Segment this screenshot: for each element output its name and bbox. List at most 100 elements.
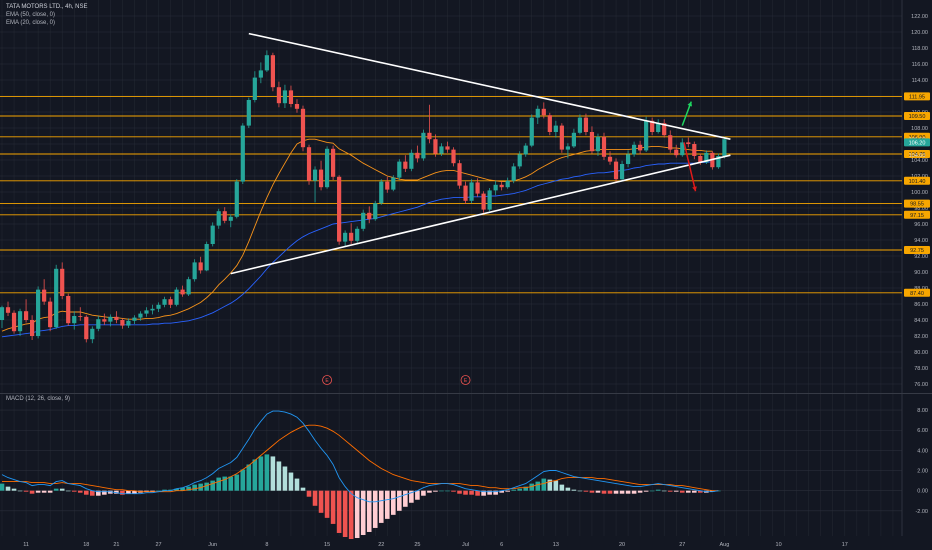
candle-body[interactable] (204, 244, 209, 271)
candle-body[interactable] (138, 313, 143, 318)
candle-body[interactable] (282, 90, 288, 104)
candle-body[interactable] (78, 316, 83, 317)
candle-body[interactable] (288, 90, 294, 104)
candle-body[interactable] (457, 163, 462, 186)
candle-body[interactable] (23, 311, 29, 320)
candle-body[interactable] (613, 161, 619, 180)
symbol-title[interactable]: TATA MOTORS LTD., 4h, NSE (6, 4, 88, 10)
candle-body[interactable] (481, 193, 486, 210)
arrow-up-head[interactable] (687, 101, 692, 107)
candle-body[interactable] (451, 149, 456, 164)
candle-body[interactable] (349, 232, 354, 241)
candle-body[interactable] (17, 311, 23, 332)
candle-body[interactable] (644, 120, 649, 151)
candle-body[interactable] (216, 211, 221, 226)
candle-body[interactable] (192, 262, 197, 280)
candle-body[interactable] (668, 135, 673, 150)
current-price-tag[interactable] (904, 138, 930, 147)
candle-body[interactable] (415, 152, 420, 159)
candle-body[interactable] (96, 319, 101, 329)
candle-body[interactable] (5, 307, 11, 313)
candle-body[interactable] (120, 320, 125, 326)
candle-body[interactable] (355, 228, 360, 241)
candle-body[interactable] (306, 147, 312, 181)
candle-body[interactable] (409, 152, 414, 169)
macd-line[interactable] (1, 410, 719, 503)
signal-line[interactable] (2, 424, 719, 493)
candle-body[interactable] (0, 307, 5, 320)
candle-body[interactable] (30, 320, 35, 336)
candle-body[interactable] (541, 108, 546, 116)
candle-body[interactable] (553, 125, 558, 132)
level-price-tag[interactable] (904, 199, 930, 208)
candle-body[interactable] (300, 108, 306, 148)
candle-body[interactable] (559, 125, 564, 150)
candle-body[interactable] (445, 146, 450, 150)
candle-body[interactable] (258, 70, 263, 78)
candle-body[interactable] (505, 180, 510, 188)
level-price-tag[interactable] (904, 246, 930, 254)
candle-body[interactable] (577, 117, 583, 133)
candle-body[interactable] (84, 316, 89, 340)
candle-body[interactable] (686, 142, 691, 144)
candle-body[interactable] (499, 184, 504, 188)
macd-legend[interactable]: MACD (12, 26, close, 9) (6, 396, 71, 402)
level-price-tag[interactable] (904, 288, 930, 297)
candle-body[interactable] (367, 212, 372, 220)
candle-body[interactable] (487, 190, 492, 210)
candle-body[interactable] (318, 169, 324, 188)
candle-body[interactable] (60, 268, 65, 296)
candle-body[interactable] (11, 312, 17, 332)
candle-body[interactable] (523, 145, 528, 155)
direction-arrows[interactable] (681, 101, 697, 192)
candle-body[interactable] (493, 184, 498, 191)
arrow-down-head[interactable] (692, 186, 697, 192)
candle-body[interactable] (674, 149, 679, 156)
candle-body[interactable] (469, 182, 474, 201)
candle-body[interactable] (619, 164, 625, 180)
candle-body[interactable] (186, 279, 191, 295)
candle-body[interactable] (276, 87, 282, 104)
candle-body[interactable] (252, 77, 257, 100)
candle-body[interactable] (198, 262, 203, 271)
candle-body[interactable] (662, 123, 667, 136)
candle-body[interactable] (114, 316, 119, 320)
candle-body[interactable] (210, 225, 215, 244)
candle-body[interactable] (150, 308, 155, 311)
candle-body[interactable] (48, 301, 53, 328)
candle-body[interactable] (168, 299, 173, 305)
candle-body[interactable] (511, 166, 516, 181)
triangle-trendline[interactable] (248, 32, 731, 140)
candle-body[interactable] (312, 169, 318, 181)
candle-body[interactable] (174, 289, 179, 305)
candle-body[interactable] (234, 181, 239, 217)
arrow-down-shaft[interactable] (683, 142, 697, 192)
candle-body[interactable] (361, 212, 366, 229)
candlesticks[interactable] (0, 50, 727, 344)
candle-body[interactable] (324, 148, 330, 188)
candle-body[interactable] (102, 319, 107, 322)
candle-body[interactable] (331, 148, 336, 177)
candle-body[interactable] (571, 132, 576, 147)
level-price-tag[interactable] (904, 112, 930, 120)
candle-body[interactable] (475, 182, 480, 194)
candle-body[interactable] (72, 316, 77, 324)
candle-body[interactable] (547, 115, 552, 132)
candle-body[interactable] (625, 154, 631, 164)
candle-body[interactable] (132, 317, 137, 321)
candle-body[interactable] (403, 161, 408, 169)
candle-body[interactable] (463, 185, 468, 201)
trendlines[interactable] (230, 32, 731, 275)
horizontal-levels[interactable] (0, 95, 902, 294)
candle-body[interactable] (385, 181, 390, 190)
level-price-tag[interactable] (904, 176, 930, 185)
candle-body[interactable] (704, 152, 709, 163)
candle-body[interactable] (379, 181, 384, 204)
candle-body[interactable] (66, 296, 71, 324)
candle-body[interactable] (337, 176, 342, 242)
candle-body[interactable] (698, 156, 703, 163)
candle-body[interactable] (180, 289, 185, 295)
earnings-icon[interactable] (322, 375, 332, 385)
